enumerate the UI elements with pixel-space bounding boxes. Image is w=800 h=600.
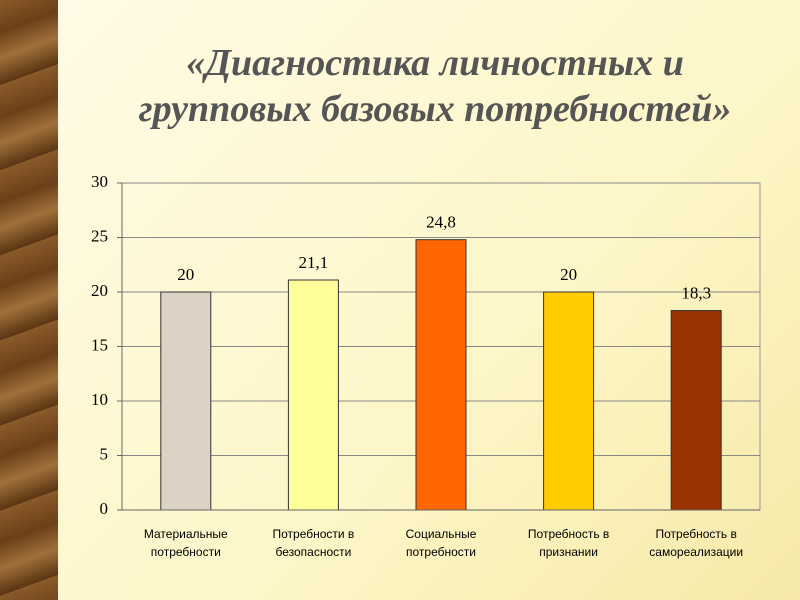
x-tick-label: признании	[539, 545, 598, 559]
x-tick-label: потребности	[406, 545, 476, 559]
y-tick-label: 15	[91, 335, 108, 354]
bar	[287, 279, 339, 511]
chart-title: «Диагностика личностных и групповых базо…	[138, 42, 732, 130]
y-tick-label: 20	[91, 281, 108, 300]
x-tick-label: Потребности в	[272, 527, 354, 541]
x-tick-label: Материальные	[144, 527, 228, 541]
y-tick-label: 5	[100, 444, 109, 463]
decorative-strip	[0, 0, 58, 600]
y-tick-label: 25	[91, 226, 108, 245]
value-label: 20	[177, 265, 194, 284]
y-tick-label: 30	[91, 172, 108, 191]
bar	[415, 239, 467, 511]
x-tick-label: Социальные	[406, 527, 477, 541]
value-label: 24,8	[426, 213, 456, 232]
bar	[543, 291, 595, 511]
x-tick-label: Потребность в	[656, 527, 737, 541]
bar	[160, 291, 212, 511]
y-tick-label: 0	[100, 499, 109, 518]
x-tick-label: Потребность в	[528, 527, 609, 541]
x-tick-label: потребности	[151, 545, 221, 559]
x-tick-label: безопасности	[275, 545, 351, 559]
bar	[670, 310, 722, 511]
y-tick-label: 10	[91, 390, 108, 409]
value-label: 18,3	[681, 283, 711, 302]
value-label: 21,1	[299, 253, 329, 272]
x-tick-label: самореализации	[649, 545, 743, 559]
value-label: 20	[560, 265, 577, 284]
